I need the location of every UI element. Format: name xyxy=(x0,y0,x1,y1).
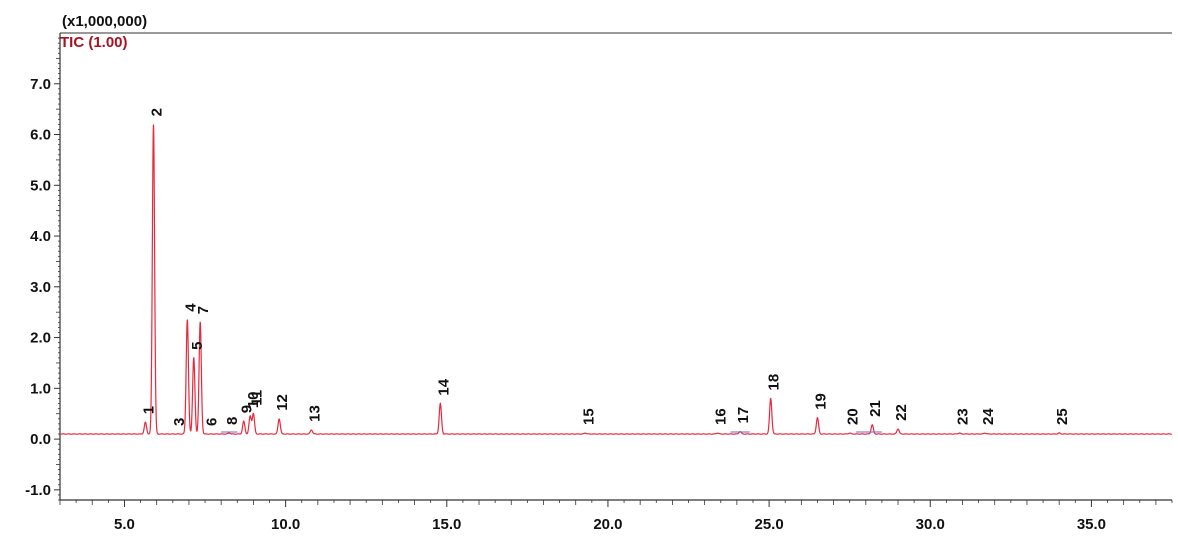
y-tick-label: 2.0 xyxy=(30,330,51,347)
tic-trace-line xyxy=(59,124,1172,435)
y-tick-label: 5.0 xyxy=(30,177,51,194)
peak-label-12: 12 xyxy=(274,394,291,411)
peak-label-9: 9 xyxy=(239,405,256,413)
peak-label-3: 3 xyxy=(171,418,188,426)
peak-label-22: 22 xyxy=(893,404,910,421)
y-scale-label: (x1,000,000) xyxy=(62,13,147,30)
x-tick-label: 5.0 xyxy=(114,516,135,533)
peak-label-15: 15 xyxy=(580,408,597,425)
peak-label-7: 7 xyxy=(195,306,212,314)
y-tick-label: 0.0 xyxy=(30,431,51,448)
peak-label-16: 16 xyxy=(713,408,730,425)
y-tick-label: -1.0 xyxy=(25,482,51,499)
peak-label-18: 18 xyxy=(766,374,783,391)
trace-label: TIC (1.00) xyxy=(60,34,128,51)
peak-label-2: 2 xyxy=(149,108,166,116)
y-tick-label: 4.0 xyxy=(30,228,51,245)
peak-label-20: 20 xyxy=(845,408,862,425)
peak-label-23: 23 xyxy=(954,408,971,425)
x-tick-label: 35.0 xyxy=(1077,516,1106,533)
axes: -1.0 0.0 1.0 2.0 3.0 4.0 5.0 6.0 7.0 5.0 10.0 15.0 2… xyxy=(25,32,1173,533)
peak-label-17: 17 xyxy=(735,407,752,424)
peak-label-8: 8 xyxy=(224,417,241,425)
x-tick-label: 25.0 xyxy=(754,516,783,533)
y-tick-label: 1.0 xyxy=(30,380,51,397)
x-tick-label: 10.0 xyxy=(271,516,300,533)
x-tick-label: 30.0 xyxy=(916,516,945,533)
peak-label-24: 24 xyxy=(980,408,997,425)
y-tick-label: 3.0 xyxy=(30,279,51,296)
peak-label-21: 21 xyxy=(867,400,884,417)
peak-label-19: 19 xyxy=(812,393,829,410)
x-tick-label: 20.0 xyxy=(593,516,622,533)
peak-label-11: 11 xyxy=(248,390,265,406)
peak-label-13: 13 xyxy=(306,405,323,422)
x-tick-label: 15.0 xyxy=(432,516,461,533)
peak-label-10: 10 xyxy=(245,392,262,409)
peak-label-1: 1 xyxy=(140,406,157,414)
peak-label-14: 14 xyxy=(435,378,452,395)
peak-label-4: 4 xyxy=(182,303,199,312)
chromatogram-trace xyxy=(59,124,1172,435)
peak-label-5: 5 xyxy=(189,342,206,350)
peak-label-25: 25 xyxy=(1054,408,1071,425)
y-tick-label: 7.0 xyxy=(30,76,51,93)
y-tick-label: 6.0 xyxy=(30,127,51,144)
peak-label-6: 6 xyxy=(203,418,220,426)
